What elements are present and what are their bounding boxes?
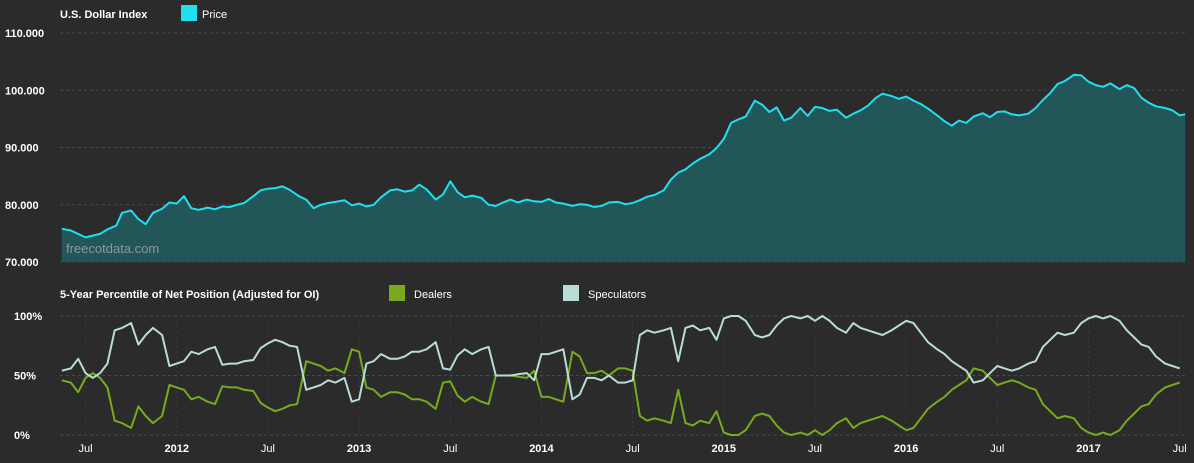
x-tick-label: Jul (443, 443, 457, 455)
percentile-chart-title: 5-Year Percentile of Net Position (Adjus… (60, 289, 319, 301)
x-tick-label: 2012 (164, 443, 188, 455)
price-y-axis: 110.000 100.000 90.000 80.000 70.000 (5, 28, 45, 269)
x-tick-label: 2015 (712, 443, 736, 455)
price-legend-swatch[interactable] (181, 5, 197, 21)
x-tick-label: Jul (990, 443, 1004, 455)
percentile-y-tick-label: 0% (14, 430, 30, 442)
x-tick-label: Jul (261, 443, 275, 455)
x-tick-label: Jul (808, 443, 822, 455)
dealers-legend-swatch[interactable] (389, 285, 405, 301)
speculators-legend-label[interactable]: Speculators (588, 289, 647, 301)
x-axis: Jul 2012 Jul 2013 Jul 2014 Jul 2015 Jul 2016 Jul 20… (78, 443, 1186, 455)
price-y-tick-label: 100.000 (5, 85, 45, 97)
x-tick-label: Jul (78, 443, 92, 455)
price-chart-title: U.S. Dollar Index (60, 9, 148, 21)
speculators-line (61, 315, 1181, 403)
price-legend-label[interactable]: Price (202, 9, 227, 21)
dealers-legend-label[interactable]: Dealers (414, 289, 452, 301)
price-y-tick-label: 70.000 (5, 257, 39, 269)
x-tick-label: 2013 (347, 443, 371, 455)
price-line (61, 73, 1186, 239)
price-y-tick-label: 80.000 (5, 200, 39, 212)
percentile-grid (60, 315, 1187, 436)
price-y-tick-label: 110.000 (5, 28, 44, 40)
watermark: freecotdata.com (66, 241, 159, 256)
x-tick-label: 2016 (894, 443, 918, 455)
dealers-line (61, 348, 1181, 436)
x-tick-label: Jul (626, 443, 640, 455)
speculators-legend-swatch[interactable] (563, 285, 579, 301)
x-tick-label: 2017 (1076, 443, 1100, 455)
x-tick-label: Jul (1173, 443, 1187, 455)
x-tick-label: 2014 (529, 443, 554, 455)
price-area (61, 74, 1186, 262)
percentile-y-tick-label: 50% (14, 371, 36, 383)
price-y-tick-label: 90.000 (5, 143, 39, 155)
percentile-y-axis: 100% 50% 0% (14, 311, 42, 442)
percentile-y-tick-label: 100% (14, 311, 42, 323)
